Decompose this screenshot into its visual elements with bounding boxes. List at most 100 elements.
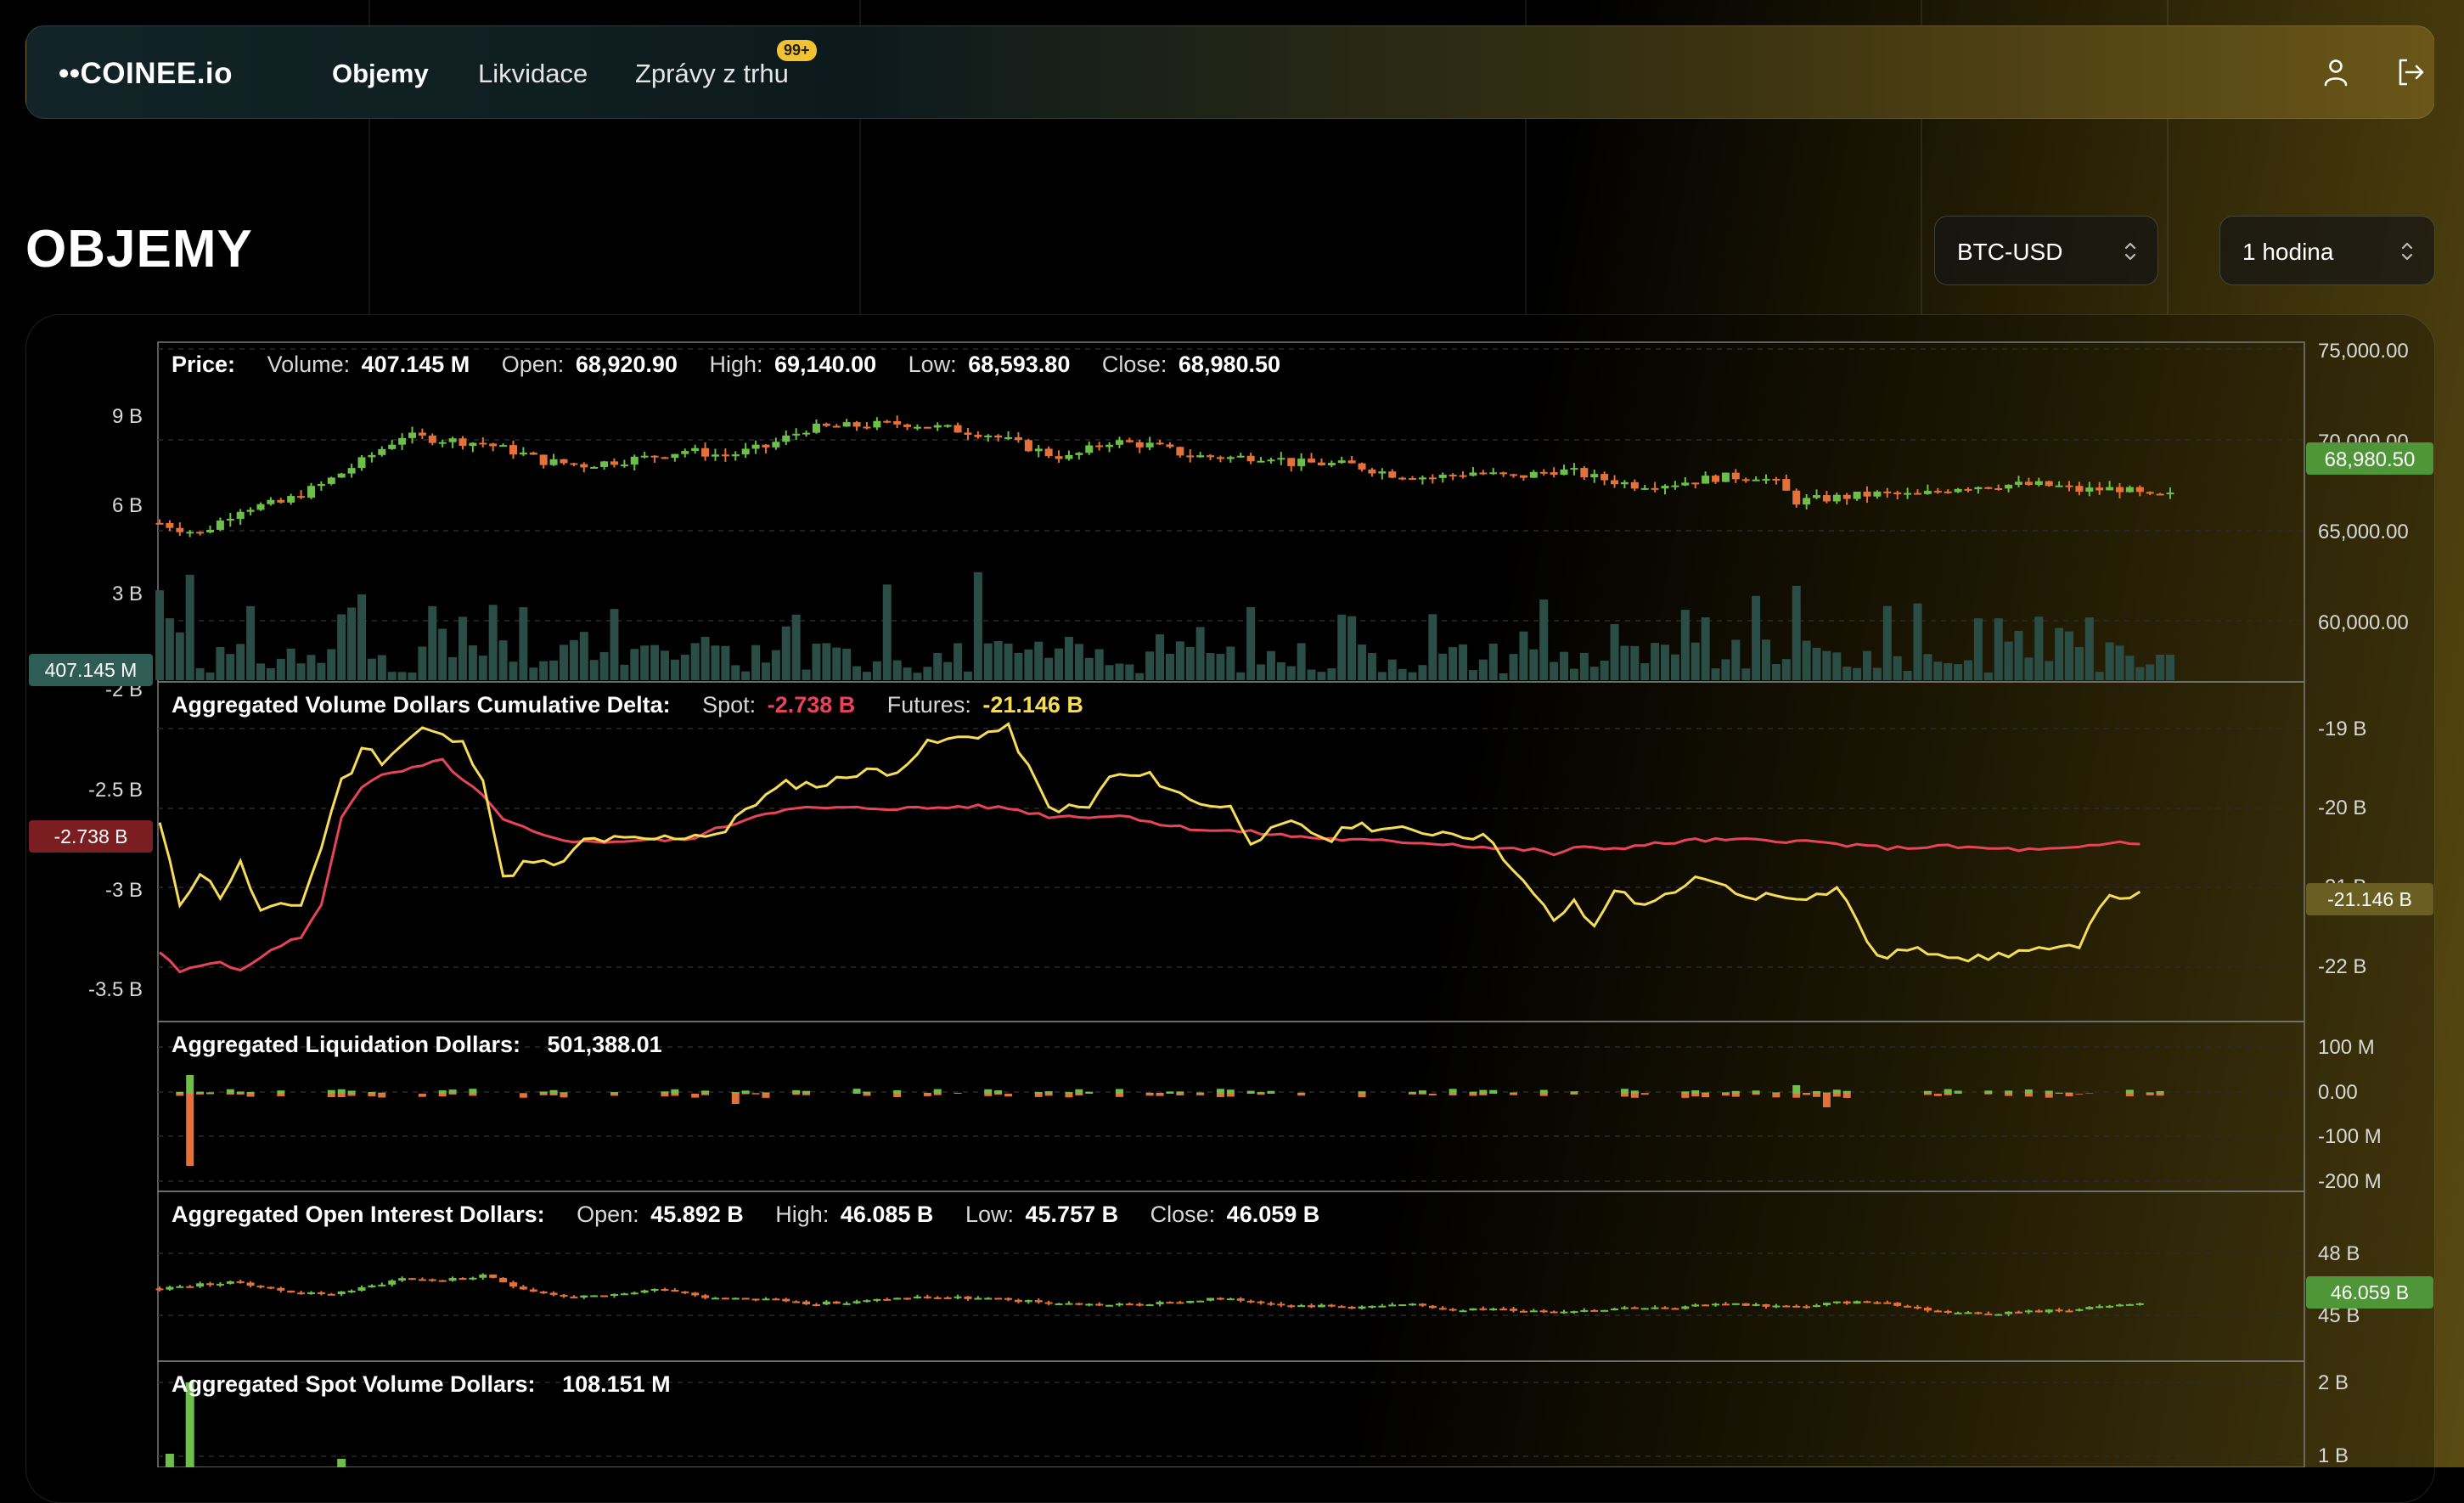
liquidation-bar-long bbox=[327, 1089, 335, 1094]
price-candle bbox=[1156, 442, 1164, 445]
liquidation-bar-short bbox=[1428, 1094, 1437, 1096]
volume-bar bbox=[1367, 653, 1376, 680]
nav-item-zpravy-z-trhu[interactable]: Zprávy z trhu bbox=[635, 59, 789, 88]
price-candle bbox=[509, 445, 517, 455]
volume-bar bbox=[599, 651, 609, 680]
price-candle bbox=[1519, 475, 1527, 478]
volume-bar bbox=[1286, 666, 1296, 680]
price-candle bbox=[1226, 457, 1235, 459]
volume-bar bbox=[1024, 649, 1033, 680]
liquidation-bar-long bbox=[933, 1089, 942, 1094]
cvd-spot-axis-tick: -3.5 B bbox=[88, 978, 143, 1001]
liquidation-bar-short bbox=[438, 1094, 447, 1097]
oi-candle bbox=[2015, 1311, 2023, 1314]
volume-bar bbox=[438, 628, 447, 680]
liquidation-bar-short bbox=[1418, 1094, 1426, 1095]
oi-candle bbox=[2106, 1305, 2114, 1308]
cvd-spot-label: Spot: bbox=[702, 692, 756, 718]
volume-bar bbox=[1610, 623, 1619, 680]
price-candle bbox=[1428, 477, 1437, 480]
pair-select[interactable]: BTC-USD bbox=[1934, 216, 2158, 285]
oi-candle bbox=[711, 1298, 719, 1300]
liquidation-bar-long bbox=[378, 1092, 386, 1094]
liquidation-bar-long bbox=[671, 1089, 679, 1094]
volume-bar bbox=[498, 640, 508, 680]
oi-candle bbox=[842, 1303, 851, 1305]
volume-bar bbox=[539, 661, 548, 680]
nav-item-likvidace[interactable]: Likvidace bbox=[478, 59, 588, 88]
liquidation-bar-long bbox=[2024, 1089, 2033, 1094]
oi-candle bbox=[1287, 1305, 1296, 1308]
volume-bar bbox=[529, 667, 538, 680]
oi-candle bbox=[458, 1278, 467, 1281]
nav-item-objemy[interactable]: Objemy bbox=[332, 59, 429, 88]
volume-bar bbox=[1752, 595, 1761, 680]
volume-bar bbox=[357, 594, 366, 680]
volume-bar bbox=[1519, 631, 1528, 680]
oi-candle bbox=[418, 1279, 426, 1281]
liquidation-bar-short bbox=[923, 1094, 931, 1096]
liquidation-bar-long bbox=[1772, 1092, 1780, 1094]
oi-candle bbox=[954, 1296, 962, 1298]
price-candle bbox=[2146, 492, 2154, 494]
volume-bar bbox=[216, 646, 225, 680]
volume-bar bbox=[882, 584, 892, 680]
liquidation-bar-long bbox=[347, 1090, 356, 1094]
liquidation-bar-short bbox=[418, 1094, 426, 1097]
multi-panel-chart[interactable]: Price: Volume: 407.145 M Open: 68,920.90… bbox=[0, 0, 2464, 1467]
user-icon[interactable] bbox=[2319, 55, 2353, 89]
oi-candle bbox=[1772, 1305, 1780, 1308]
price-candle bbox=[1853, 492, 1861, 499]
liquidation-bar-long bbox=[176, 1091, 184, 1094]
oi-candle bbox=[155, 1288, 164, 1291]
price-candle bbox=[1822, 495, 1831, 502]
liquidation-bar-short bbox=[671, 1094, 679, 1096]
oi-candle bbox=[226, 1281, 234, 1284]
logout-icon[interactable] bbox=[2394, 55, 2427, 89]
price-candle bbox=[650, 455, 659, 458]
volume-bar bbox=[2115, 645, 2124, 680]
oi-candle bbox=[812, 1304, 820, 1307]
price-candle bbox=[1358, 463, 1366, 470]
oi-candle bbox=[1853, 1301, 1861, 1304]
volume-bar bbox=[1074, 644, 1083, 680]
liquidation-bar-short bbox=[1803, 1094, 1811, 1095]
liquidation-bar-short bbox=[1004, 1094, 1013, 1097]
volume-bar bbox=[1387, 659, 1397, 680]
liquidation-bar-long bbox=[205, 1092, 214, 1094]
liquidation-bar-short bbox=[1176, 1094, 1184, 1096]
oi-candle bbox=[1661, 1307, 1669, 1309]
volume-bar bbox=[2024, 657, 2034, 680]
volume-bar bbox=[1973, 618, 1983, 680]
liquidation-bar-short bbox=[196, 1094, 205, 1095]
volume-bar bbox=[1893, 656, 1902, 680]
oi-candle bbox=[347, 1290, 356, 1292]
volume-bar bbox=[913, 673, 922, 680]
volume-bar bbox=[2105, 642, 2114, 680]
liquidation-bar-short bbox=[792, 1094, 801, 1095]
price-candle bbox=[1135, 442, 1144, 448]
oi-candle bbox=[1489, 1309, 1498, 1311]
liquidation-bar-short bbox=[1065, 1094, 1073, 1098]
volume-bar bbox=[468, 645, 477, 680]
price-candle bbox=[317, 483, 325, 487]
liq-axis-tick: 0.00 bbox=[2318, 1081, 2358, 1104]
oi-candle bbox=[731, 1298, 740, 1300]
oi-candle bbox=[1651, 1307, 1659, 1309]
interval-select[interactable]: 1 hodina bbox=[2219, 216, 2435, 285]
liquidation-bar-long bbox=[954, 1093, 962, 1094]
liquidation-bar-short bbox=[2156, 1094, 2164, 1096]
price-candle bbox=[701, 448, 710, 457]
liquidation-bar-long bbox=[893, 1089, 902, 1094]
oi-candle bbox=[1246, 1300, 1255, 1303]
liquidation-bar-short bbox=[1216, 1094, 1224, 1097]
volume-bar bbox=[2034, 616, 2044, 680]
price-low-label: Low: bbox=[909, 352, 957, 377]
oi-candle bbox=[994, 1298, 1003, 1300]
price-candle bbox=[691, 448, 700, 452]
price-axis-tick: 65,000.00 bbox=[2318, 521, 2409, 543]
oi-candle bbox=[751, 1298, 760, 1301]
logo[interactable]: ••COINEE.io bbox=[59, 57, 233, 90]
oi-candle bbox=[327, 1293, 335, 1296]
oi-candle bbox=[883, 1298, 892, 1301]
